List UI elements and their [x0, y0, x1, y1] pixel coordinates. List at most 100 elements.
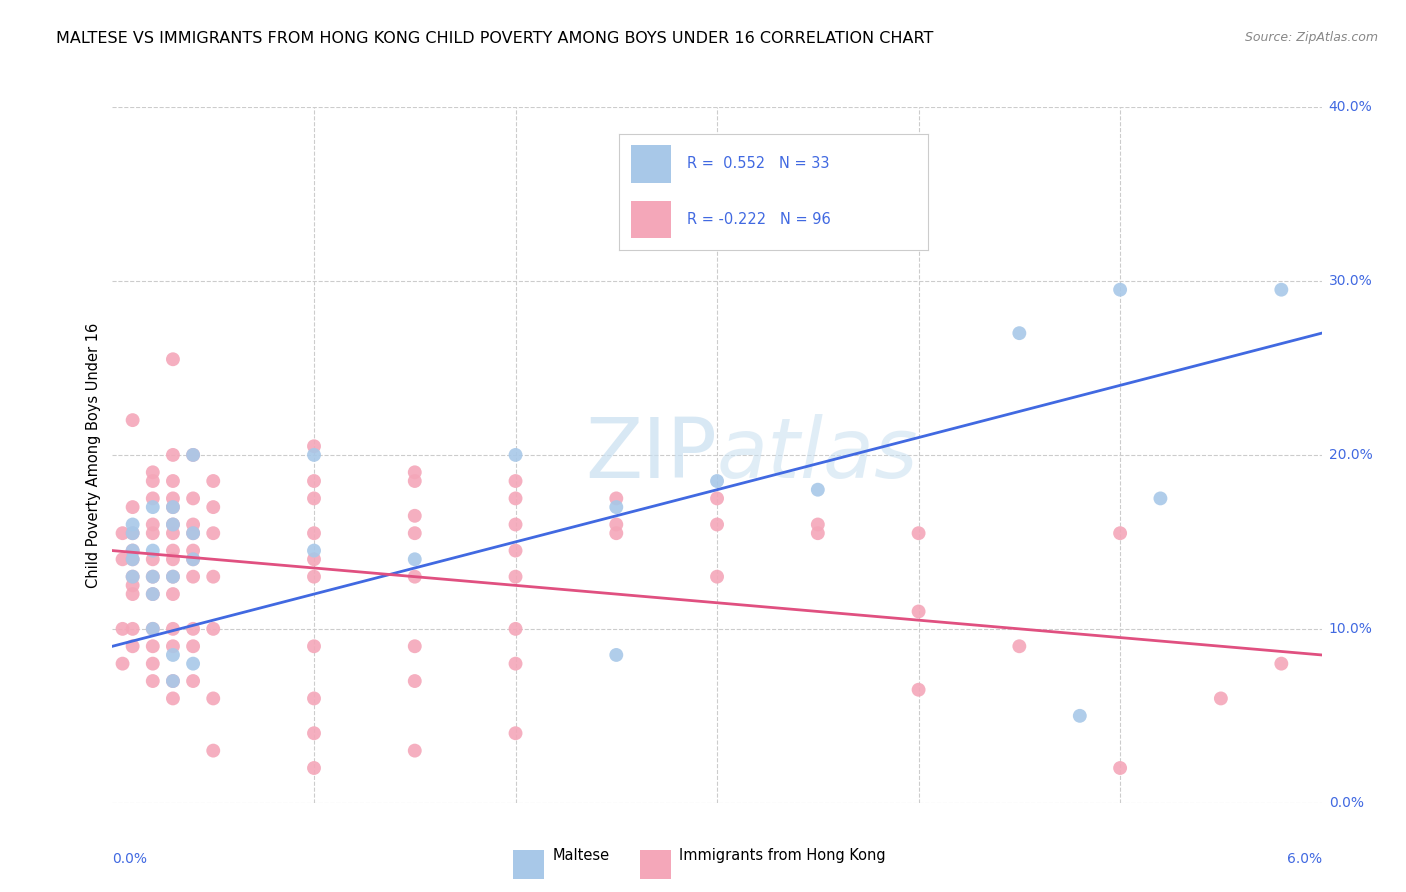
Point: [162, 570, 184, 584]
Point: [404, 552, 426, 566]
Text: 6.0%: 6.0%: [1286, 852, 1322, 866]
Point: [505, 570, 527, 584]
Point: [162, 639, 184, 653]
Point: [505, 622, 527, 636]
Point: [505, 726, 527, 740]
Point: [162, 622, 184, 636]
Text: MALTESE VS IMMIGRANTS FROM HONG KONG CHILD POVERTY AMONG BOYS UNDER 16 CORRELATI: MALTESE VS IMMIGRANTS FROM HONG KONG CHI…: [56, 31, 934, 46]
Point: [1109, 526, 1132, 541]
Point: [505, 491, 527, 506]
Point: [121, 552, 143, 566]
Point: [302, 491, 325, 506]
Point: [202, 570, 225, 584]
Point: [302, 543, 325, 558]
Point: [404, 508, 426, 523]
Point: [302, 570, 325, 584]
Text: Source: ZipAtlas.com: Source: ZipAtlas.com: [1244, 31, 1378, 45]
Point: [181, 570, 204, 584]
Point: [162, 587, 184, 601]
Text: 20.0%: 20.0%: [1329, 448, 1372, 462]
Point: [181, 526, 204, 541]
Point: [404, 674, 426, 689]
Point: [868, 178, 890, 193]
FancyBboxPatch shape: [631, 145, 671, 183]
Point: [111, 526, 134, 541]
Point: [121, 517, 143, 532]
Point: [162, 648, 184, 662]
Point: [404, 466, 426, 480]
Point: [505, 543, 527, 558]
Point: [181, 491, 204, 506]
Point: [202, 744, 225, 758]
Point: [202, 691, 225, 706]
Point: [505, 517, 527, 532]
Point: [181, 526, 204, 541]
Point: [162, 517, 184, 532]
Point: [162, 474, 184, 488]
Text: R =  0.552   N = 33: R = 0.552 N = 33: [686, 156, 830, 171]
Text: 0.0%: 0.0%: [112, 852, 148, 866]
Point: [202, 474, 225, 488]
Point: [404, 744, 426, 758]
Point: [142, 570, 165, 584]
Point: [121, 570, 143, 584]
Point: [142, 500, 165, 514]
Point: [142, 674, 165, 689]
Point: [142, 474, 165, 488]
Point: [706, 570, 728, 584]
Point: [142, 491, 165, 506]
Point: [907, 526, 929, 541]
Text: 30.0%: 30.0%: [1329, 274, 1372, 288]
Text: R = -0.222   N = 96: R = -0.222 N = 96: [686, 212, 831, 227]
Point: [121, 543, 143, 558]
Point: [142, 587, 165, 601]
Point: [121, 622, 143, 636]
Point: [1109, 283, 1132, 297]
Y-axis label: Child Poverty Among Boys Under 16: Child Poverty Among Boys Under 16: [86, 322, 101, 588]
Point: [404, 570, 426, 584]
Point: [162, 691, 184, 706]
Text: 0.0%: 0.0%: [1329, 796, 1364, 810]
Point: [121, 500, 143, 514]
Point: [202, 526, 225, 541]
Point: [1270, 657, 1292, 671]
Point: [121, 526, 143, 541]
Point: [907, 682, 929, 697]
Point: [142, 466, 165, 480]
Point: [1209, 691, 1232, 706]
Point: [162, 543, 184, 558]
Point: [706, 491, 728, 506]
Point: [142, 639, 165, 653]
Point: [605, 491, 627, 506]
Point: [404, 639, 426, 653]
Point: [142, 622, 165, 636]
Point: [121, 413, 143, 427]
Point: [121, 578, 143, 592]
Point: [404, 526, 426, 541]
Point: [111, 552, 134, 566]
Point: [121, 552, 143, 566]
Point: [162, 500, 184, 514]
Point: [302, 761, 325, 775]
Text: 10.0%: 10.0%: [1329, 622, 1372, 636]
Point: [181, 517, 204, 532]
Point: [605, 526, 627, 541]
Point: [121, 570, 143, 584]
Point: [302, 552, 325, 566]
Point: [162, 552, 184, 566]
Point: [181, 674, 204, 689]
Point: [162, 517, 184, 532]
Point: [202, 622, 225, 636]
Point: [605, 500, 627, 514]
Point: [142, 552, 165, 566]
Point: [142, 622, 165, 636]
Point: [162, 491, 184, 506]
Point: [1008, 639, 1031, 653]
Point: [1149, 491, 1171, 506]
Text: 40.0%: 40.0%: [1329, 100, 1372, 114]
Point: [142, 517, 165, 532]
Point: [121, 526, 143, 541]
Point: [807, 483, 830, 497]
Text: Immigrants from Hong Kong: Immigrants from Hong Kong: [679, 848, 886, 863]
Point: [142, 526, 165, 541]
